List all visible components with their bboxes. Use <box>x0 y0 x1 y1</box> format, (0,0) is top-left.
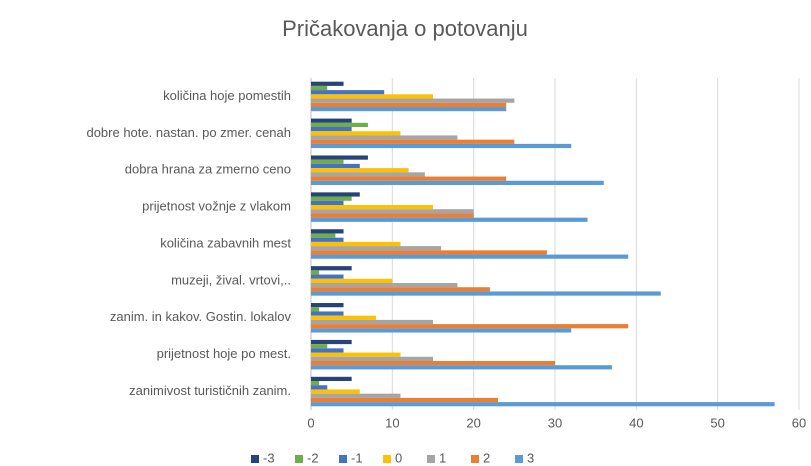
bar <box>311 246 442 251</box>
bar <box>311 163 360 169</box>
x-tick-label: 10 <box>385 415 399 430</box>
y-tick-label: muzeji, žival. vrtovi,.. <box>171 272 291 287</box>
bar <box>311 131 401 136</box>
bar <box>311 254 629 259</box>
legend-label: -3 <box>263 450 275 465</box>
bar <box>311 282 458 288</box>
bar <box>311 319 433 325</box>
bar <box>311 402 775 407</box>
bar <box>311 274 344 279</box>
bar <box>311 118 352 123</box>
bar <box>311 376 352 382</box>
bar <box>311 90 385 95</box>
y-tick-label: dobra hrana za zmerno ceno <box>125 162 291 177</box>
bar <box>311 360 555 366</box>
legend-swatch <box>383 455 391 463</box>
bar <box>311 217 588 222</box>
bar <box>311 233 336 238</box>
bar <box>311 159 344 164</box>
legend-swatch <box>251 455 259 463</box>
y-tick-label: prijetnost vožnje z vlakom <box>142 199 291 214</box>
bar <box>311 381 320 386</box>
bar <box>311 307 320 312</box>
bar <box>311 180 604 185</box>
bar <box>311 385 328 390</box>
bar <box>311 205 433 210</box>
chart-title: Pričakovanja o potovanju <box>282 16 528 41</box>
y-tick-label: prijetnost hoje po mest. <box>157 346 291 361</box>
legend-label: -2 <box>307 450 319 465</box>
bar <box>311 200 344 206</box>
bar <box>311 356 433 361</box>
bar <box>311 365 612 370</box>
bar <box>311 209 474 214</box>
bar <box>311 98 515 103</box>
bar <box>311 328 572 333</box>
x-tick-label: 30 <box>548 415 562 430</box>
bar <box>311 81 344 86</box>
bar <box>311 266 352 271</box>
x-tick-label: 60 <box>792 415 806 430</box>
y-tick-label: dobre hote. nastan. po zmer. cenah <box>86 125 291 140</box>
bar <box>311 94 433 99</box>
y-tick-label: količina zabavnih mest <box>160 235 291 250</box>
y-tick-label: zanimivost turističnih zanim. <box>129 383 291 398</box>
bar <box>311 168 409 173</box>
bar <box>311 344 328 349</box>
bar <box>311 192 360 197</box>
bar <box>311 352 401 357</box>
legend-swatch <box>295 455 303 463</box>
bar <box>311 155 368 160</box>
bar <box>311 250 547 255</box>
x-tick-label: 0 <box>307 415 314 430</box>
x-tick-label: 20 <box>466 415 480 430</box>
x-tick-label: 40 <box>629 415 643 430</box>
legend-label: 2 <box>483 450 490 465</box>
bar <box>311 311 344 316</box>
bar <box>311 229 344 234</box>
x-tick-label: 50 <box>710 415 724 430</box>
bar <box>311 393 401 398</box>
bar <box>311 339 352 345</box>
bar <box>311 241 401 247</box>
bar <box>311 348 344 353</box>
bar <box>311 278 393 283</box>
bar <box>311 85 328 91</box>
legend-label: 1 <box>439 450 446 465</box>
bar <box>311 397 499 403</box>
bar <box>311 270 320 275</box>
bar <box>311 324 629 329</box>
bar <box>311 143 572 149</box>
bar <box>311 172 425 177</box>
bar <box>311 102 507 107</box>
bar <box>311 237 344 242</box>
bar <box>311 106 507 112</box>
bar <box>311 196 352 201</box>
bar <box>311 287 490 292</box>
bar <box>311 315 377 320</box>
bar <box>311 303 344 308</box>
y-tick-label: zanim. in kakov. Gostin. lokalov <box>110 309 292 324</box>
bar <box>311 213 474 218</box>
legend-label: -1 <box>351 450 363 465</box>
y-tick-label: količina hoje pomestih <box>163 88 291 103</box>
bar <box>311 139 515 144</box>
legend-swatch <box>471 455 479 463</box>
legend-label: 3 <box>527 450 534 465</box>
bar <box>311 127 352 132</box>
legend-label: 0 <box>395 450 402 465</box>
legend-swatch <box>339 455 347 463</box>
legend-swatch <box>515 455 523 463</box>
bar <box>311 389 360 394</box>
bar <box>311 135 458 140</box>
bar <box>311 291 661 296</box>
bar <box>311 176 507 181</box>
bar <box>311 122 368 128</box>
legend-swatch <box>427 455 435 463</box>
